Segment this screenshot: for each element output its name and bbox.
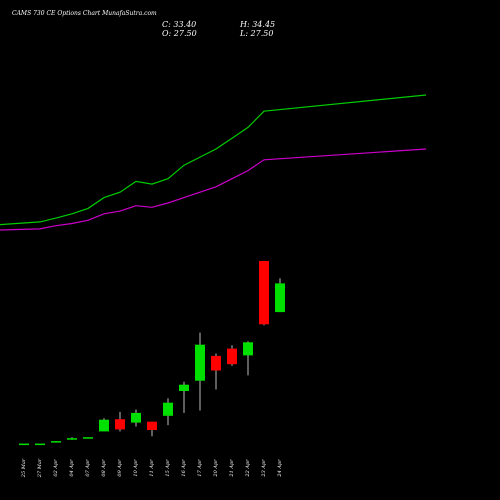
- candle-body: [19, 443, 29, 446]
- candle-body: [259, 261, 269, 325]
- candle-body: [131, 412, 141, 423]
- x-tick-label: 09 Apr: [117, 459, 123, 477]
- x-tick-label: 21 Apr: [229, 459, 235, 478]
- indicator-line-1: [0, 94, 427, 226]
- x-tick-label: 04 Apr: [69, 459, 75, 477]
- candle-body: [227, 348, 237, 365]
- candle-body: [163, 402, 173, 416]
- x-tick-label: 07 Apr: [85, 459, 91, 477]
- candle-body: [211, 355, 221, 371]
- x-tick-label: 20 Apr: [213, 459, 219, 478]
- candle-body: [147, 421, 157, 430]
- candles: [19, 261, 285, 446]
- candle-body: [83, 437, 93, 439]
- candle: [147, 421, 157, 437]
- x-tick-label: 11 Apr: [149, 459, 155, 477]
- x-tick-label: 25 Mar: [21, 458, 27, 478]
- candle-body: [115, 419, 125, 430]
- candle-body: [51, 441, 61, 443]
- indicator-line-2: [0, 148, 427, 231]
- x-tick-label: 10 Apr: [133, 459, 139, 477]
- candle-body: [99, 419, 109, 432]
- chart-title: CAMS 730 CE Options Chart MunafaSutra.co…: [12, 10, 157, 17]
- x-tick-label: 23 Apr: [261, 459, 267, 478]
- candle: [227, 345, 237, 366]
- indicator-lines: [0, 94, 427, 231]
- x-axis-ticks: 25 Mar 27 Mar 02 Apr 04 Apr 07 Apr 08 Apr 09 A…: [21, 458, 283, 478]
- candle: [163, 398, 173, 426]
- candle: [179, 381, 189, 413]
- high-readout: H: 34.45: [240, 20, 276, 29]
- candle: [211, 353, 221, 390]
- candle-body: [35, 443, 45, 446]
- candle: [35, 443, 45, 446]
- candle: [243, 341, 253, 376]
- candle: [275, 278, 285, 313]
- low-readout: L: 27.50: [240, 29, 274, 38]
- candle: [51, 441, 61, 443]
- candle-body: [179, 384, 189, 391]
- candle: [195, 332, 205, 411]
- candle: [83, 437, 93, 439]
- candle-body: [67, 438, 77, 440]
- x-tick-label: 08 Apr: [101, 459, 107, 477]
- candle: [259, 261, 269, 326]
- x-tick-label: 27 Mar: [37, 458, 43, 478]
- x-tick-label: 02 Apr: [53, 459, 59, 477]
- open-readout: O: 27.50: [162, 29, 197, 38]
- candle: [67, 437, 77, 440]
- candle: [19, 443, 29, 446]
- candle-body: [275, 283, 285, 313]
- close-readout: C: 33.40: [162, 20, 197, 29]
- candle-body: [243, 342, 253, 356]
- candle: [115, 411, 125, 432]
- candle: [131, 409, 141, 427]
- candle: [99, 418, 109, 432]
- x-tick-label: 22 Apr: [245, 459, 251, 478]
- x-tick-label: 24 Apr: [277, 459, 283, 478]
- x-tick-label: 15 Apr: [165, 459, 171, 477]
- x-tick-label: 17 Apr: [197, 459, 203, 477]
- x-tick-label: 16 Apr: [181, 459, 187, 477]
- candle-body: [195, 344, 205, 381]
